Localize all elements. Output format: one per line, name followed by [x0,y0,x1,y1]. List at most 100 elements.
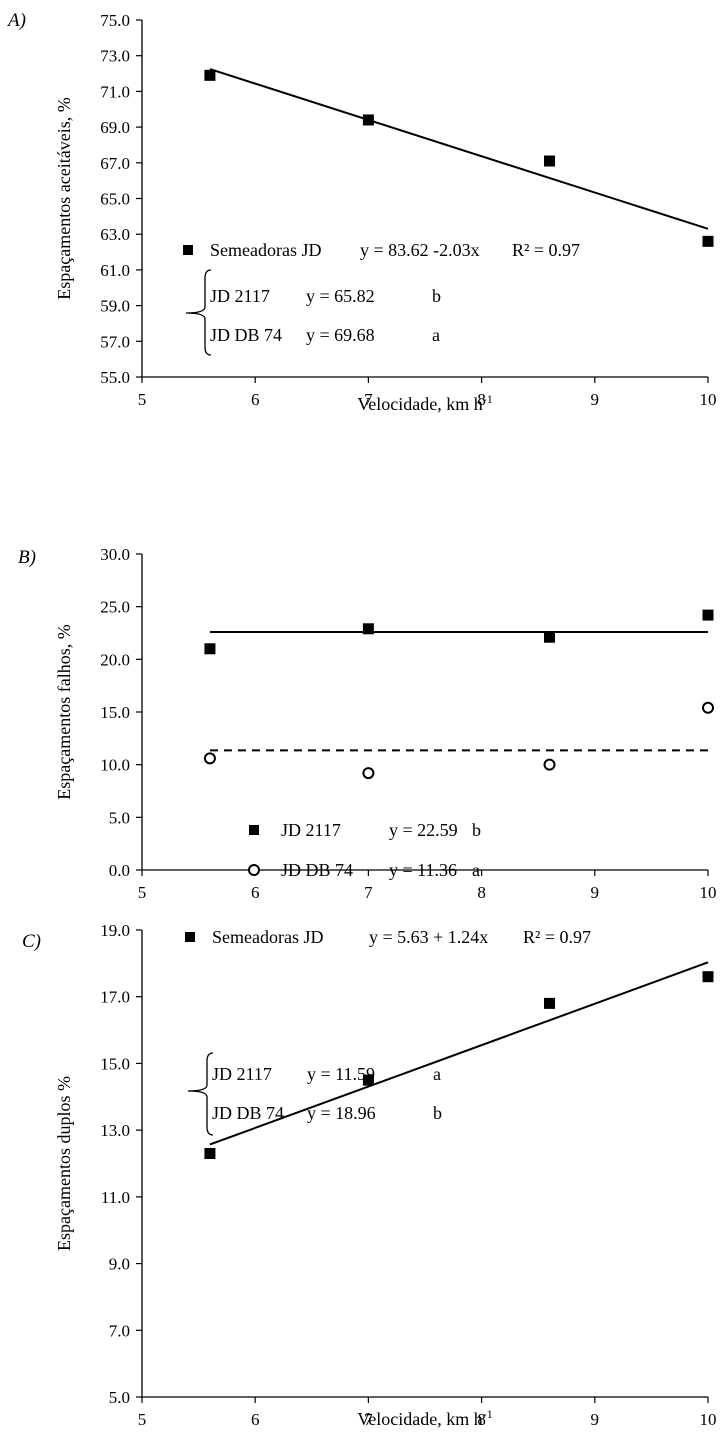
x-tick-label: 7 [364,883,373,902]
data-point-circle [702,701,714,714]
legend-sub-equation: y = 69.68 [306,325,375,345]
legend-sub-name: JD DB 74 [212,1103,284,1123]
legend-sub-equation: y = 18.96 [307,1103,376,1123]
y-tick-label: 20.0 [100,650,130,669]
data-point-square [362,623,374,635]
y-tick-label: 0.0 [109,861,130,880]
y-tick-label: 61.0 [100,261,130,280]
data-point-square [362,114,374,126]
legend-sub-name: JD 2117 [210,286,270,306]
legend-sub-equation: y = 65.82 [306,286,375,306]
legend-series-name: JD DB 74 [281,860,353,880]
legend-letter: b [472,820,481,840]
data-point-circle [203,752,216,765]
data-point-square [702,609,714,621]
legend-letter: a [472,860,480,880]
y-tick-label: 55.0 [100,368,130,387]
legend-sub-name: JD DB 74 [210,325,282,345]
data-point-square [204,69,216,81]
legend-equation: y = 83.62 -2.03x [360,240,480,260]
x-tick-label: 6 [251,883,260,902]
legend-equation: y = 11.36 [389,860,457,880]
data-point-circle [543,758,556,771]
legend-equation: y = 5.63 + 1.24x [369,927,488,947]
y-tick-label: 10.0 [100,756,130,775]
data-point-square [544,997,556,1009]
legend-sub-name: JD 2117 [212,1064,272,1084]
panel-label: C) [22,931,41,952]
x-tick-label: 5 [138,1410,147,1429]
x-tick-label: 5 [138,883,147,902]
y-tick-label: 13.0 [100,1121,130,1140]
x-tick-label: 9 [591,1410,600,1429]
y-tick-label: 71.0 [100,82,130,101]
y-tick-label: 69.0 [100,118,130,137]
legend-sub-letter: b [433,1103,442,1123]
x-tick-label: 7 [364,390,373,409]
legend-brace [187,1052,214,1136]
y-tick-label: 73.0 [100,47,130,66]
chart-panel-2: B) 0.0 5.0 10.0 15.0 20.0 25.0 30.0 5 6 7 8 9 10 Espaç… [18,545,717,902]
data-point-square [544,631,556,643]
y-tick-label: 5.0 [109,1388,130,1407]
x-tick-label: 7 [364,1410,373,1429]
legend-marker-square [249,825,259,835]
legend-sub-letter: a [433,1064,441,1084]
legend-r-squared: R² = 0.97 [523,927,591,947]
legend: JD 2117 y = 22.59 b JD DB 74 y = 11.36 a [248,820,481,880]
y-tick-label: 15.0 [100,1054,130,1073]
y-tick-label: 5.0 [109,808,130,827]
legend-series-name: Semeadoras JD [212,927,323,947]
y-tick-label: 17.0 [100,988,130,1007]
y-tick-label: 30.0 [100,545,130,564]
panel-label: B) [18,547,36,568]
x-axis-title-superscript: -1 [483,392,493,406]
legend-series-name: JD 2117 [281,820,341,840]
chart-panel-1: A) 55.0 57.0 59.0 61.0 63.0 65.0 67.0 69.0 71.0 73… [6,10,717,414]
y-tick-label: 7.0 [109,1321,130,1340]
x-tick-label: 8 [477,1410,486,1429]
legend: Semeadoras JD y = 5.63 + 1.24x R² = 0.97 JD… [185,927,591,1136]
x-tick-label: 10 [700,390,717,409]
data-point-square [544,155,556,167]
legend-series-name: Semeadoras JD [210,240,321,260]
x-tick-label: 6 [251,390,260,409]
x-tick-label: 6 [251,1410,260,1429]
legend-marker-square [183,245,193,255]
y-tick-label: 67.0 [100,154,130,173]
x-axis-title-superscript: -1 [483,1407,493,1421]
data-point-square [204,1147,216,1159]
legend-r-squared: R² = 0.97 [512,240,580,260]
y-tick-label: 75.0 [100,11,130,30]
x-axis-title: Velocidade, km h-1 [357,1407,492,1429]
y-axis-title: Espaçamentos aceitáveis, % [54,97,74,299]
legend-marker-circle [248,864,260,876]
y-tick-label: 19.0 [100,921,130,940]
x-tick-label: 8 [477,883,486,902]
legend-brace [185,269,212,356]
legend: Semeadoras JD y = 83.62 -2.03x R² = 0.97 JD… [183,240,580,356]
x-tick-label: 10 [700,1410,717,1429]
data-point-square [702,971,714,983]
y-tick-label: 65.0 [100,190,130,209]
legend-marker-square [185,932,195,942]
legend-sub-letter: b [432,286,441,306]
x-tick-label: 9 [591,390,600,409]
x-tick-label: 5 [138,390,147,409]
y-tick-label: 25.0 [100,598,130,617]
y-axis-title: Espaçamentos falhos, % [54,624,74,799]
legend-equation: y = 22.59 [389,820,458,840]
legend-sub-letter: a [432,325,440,345]
y-tick-label: 11.0 [101,1188,130,1207]
y-tick-label: 9.0 [109,1255,130,1274]
x-tick-label: 10 [700,883,717,902]
data-point-circle [362,767,375,780]
y-tick-label: 63.0 [100,225,130,244]
x-tick-label: 8 [477,390,486,409]
y-axis-title: Espaçamentos duplos % [54,1076,74,1251]
data-point-square [204,643,216,655]
data-point-square [362,1074,374,1086]
y-tick-label: 57.0 [100,332,130,351]
legend-sub-equation: y = 11.59 [307,1064,375,1084]
